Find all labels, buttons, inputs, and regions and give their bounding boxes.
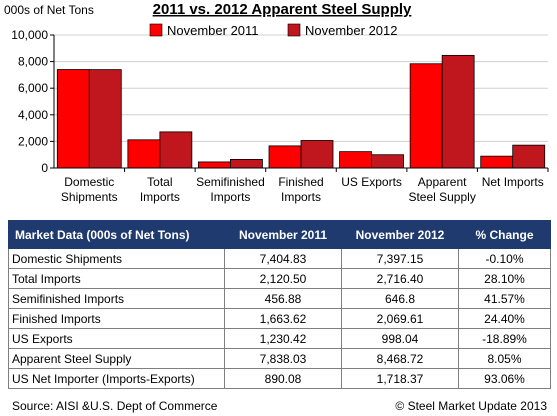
row-value-2012: 1,718.37 — [341, 368, 459, 389]
row-label: Domestic Shipments — [8, 248, 225, 269]
x-tick-label: Total Imports — [140, 175, 180, 204]
bar-nov-2011 — [339, 151, 372, 169]
row-label: US Net Importer (Imports-Exports) — [8, 368, 225, 389]
legend-label: November 2011 — [167, 23, 259, 38]
row-value-2012: 8,468.72 — [341, 348, 459, 369]
bar-nov-2012 — [371, 154, 404, 169]
row-value-2012: 2,069.61 — [341, 308, 459, 329]
table-row: Total Imports 2,120.50 2,716.40 28.10% — [8, 268, 551, 289]
header-pct-change: % Change — [458, 220, 551, 249]
x-tick-label: Apparent Steel Supply — [408, 175, 475, 204]
y-axis-label: 000s of Net Tons — [4, 3, 94, 17]
bar-nov-2012 — [88, 69, 122, 169]
bar-nov-2012 — [512, 144, 546, 169]
row-pct-change: 24.40% — [458, 308, 551, 329]
table-row: US Net Importer (Imports-Exports) 890.08… — [8, 368, 551, 389]
bar-nov-2011 — [198, 161, 231, 169]
y-tick-label: 10,000 — [11, 28, 48, 42]
row-value-2011: 1,230.42 — [224, 328, 342, 349]
row-value-2011: 890.08 — [224, 368, 342, 389]
legend-label: November 2012 — [305, 23, 398, 38]
y-tick-label: 2,000 — [18, 134, 48, 148]
y-tick-label: 6,000 — [18, 81, 48, 95]
bar-nov-2011 — [127, 139, 161, 169]
row-value-2012: 7,397.15 — [341, 248, 459, 269]
x-tick-label: US Exports — [341, 175, 402, 189]
row-value-2012: 646.8 — [341, 288, 459, 309]
row-value-2012: 2,716.40 — [341, 268, 459, 289]
x-tick-label: Finished Imports — [278, 175, 323, 204]
row-label: Total Imports — [8, 268, 225, 289]
row-value-2012: 998.04 — [341, 328, 459, 349]
y-tick-label: 8,000 — [18, 55, 48, 69]
row-value-2011: 1,663.62 — [224, 308, 342, 329]
bar-nov-2011 — [409, 63, 443, 169]
market-data-table-container: Market Data (000s of Net Tons) November … — [8, 220, 551, 389]
row-label: Semifinished Imports — [8, 288, 225, 309]
x-tick-label: Net Imports — [482, 175, 544, 189]
source-note: Source: AISI &U.S. Dept of Commerce — [12, 399, 218, 413]
copyright-note: © Steel Market Update 2013 — [395, 399, 547, 413]
table-row: Apparent Steel Supply 7,838.03 8,468.72 … — [8, 348, 551, 369]
header-nov-2012: November 2012 — [341, 220, 459, 249]
legend-swatch — [287, 23, 301, 37]
bar-nov-2012 — [159, 131, 193, 169]
bar-chart: 2011 vs. 2012 Apparent Steel Supply 000s… — [4, 1, 549, 204]
row-label: US Exports — [8, 328, 225, 349]
row-pct-change: -0.10% — [458, 248, 551, 269]
table-row: Finished Imports 1,663.62 2,069.61 24.40… — [8, 308, 551, 329]
row-pct-change: 28.10% — [458, 268, 551, 289]
row-value-2011: 2,120.50 — [224, 268, 342, 289]
chart-title: 2011 vs. 2012 Apparent Steel Supply — [153, 1, 412, 18]
bar-nov-2011 — [268, 145, 302, 169]
row-pct-change: 93.06% — [458, 368, 551, 389]
row-label: Apparent Steel Supply — [8, 348, 225, 369]
row-pct-change: -18.89% — [458, 328, 551, 349]
bar-nov-2011 — [56, 69, 90, 169]
table-row: Semifinished Imports 456.88 646.8 41.57% — [8, 288, 551, 309]
market-data-table: Market Data (000s of Net Tons) November … — [8, 220, 551, 389]
x-tick-label: Domestic Shipments — [61, 175, 118, 204]
header-nov-2011: November 2011 — [224, 220, 342, 249]
row-value-2011: 7,404.83 — [224, 248, 342, 269]
y-tick-label: 4,000 — [18, 108, 48, 122]
table-row: Domestic Shipments 7,404.83 7,397.15 -0.… — [8, 248, 551, 269]
bar-nov-2012 — [230, 158, 263, 169]
table-header-row: Market Data (000s of Net Tons) November … — [8, 220, 551, 249]
table-row: US Exports 1,230.42 998.04 -18.89% — [8, 328, 551, 349]
row-value-2011: 456.88 — [224, 288, 342, 309]
legend: November 2011 November 2012 — [149, 23, 398, 38]
row-value-2011: 7,838.03 — [224, 348, 342, 369]
x-tick-label: Semifinished Imports — [196, 175, 265, 204]
row-label: Finished Imports — [8, 308, 225, 329]
legend-swatch — [149, 23, 163, 37]
row-pct-change: 8.05% — [458, 348, 551, 369]
header-market-data: Market Data (000s of Net Tons) — [8, 220, 225, 249]
bar-nov-2011 — [480, 155, 514, 169]
row-pct-change: 41.57% — [458, 288, 551, 309]
bar-nov-2012 — [441, 54, 475, 169]
bar-nov-2012 — [300, 140, 334, 169]
y-tick-label: 0 — [41, 161, 48, 175]
